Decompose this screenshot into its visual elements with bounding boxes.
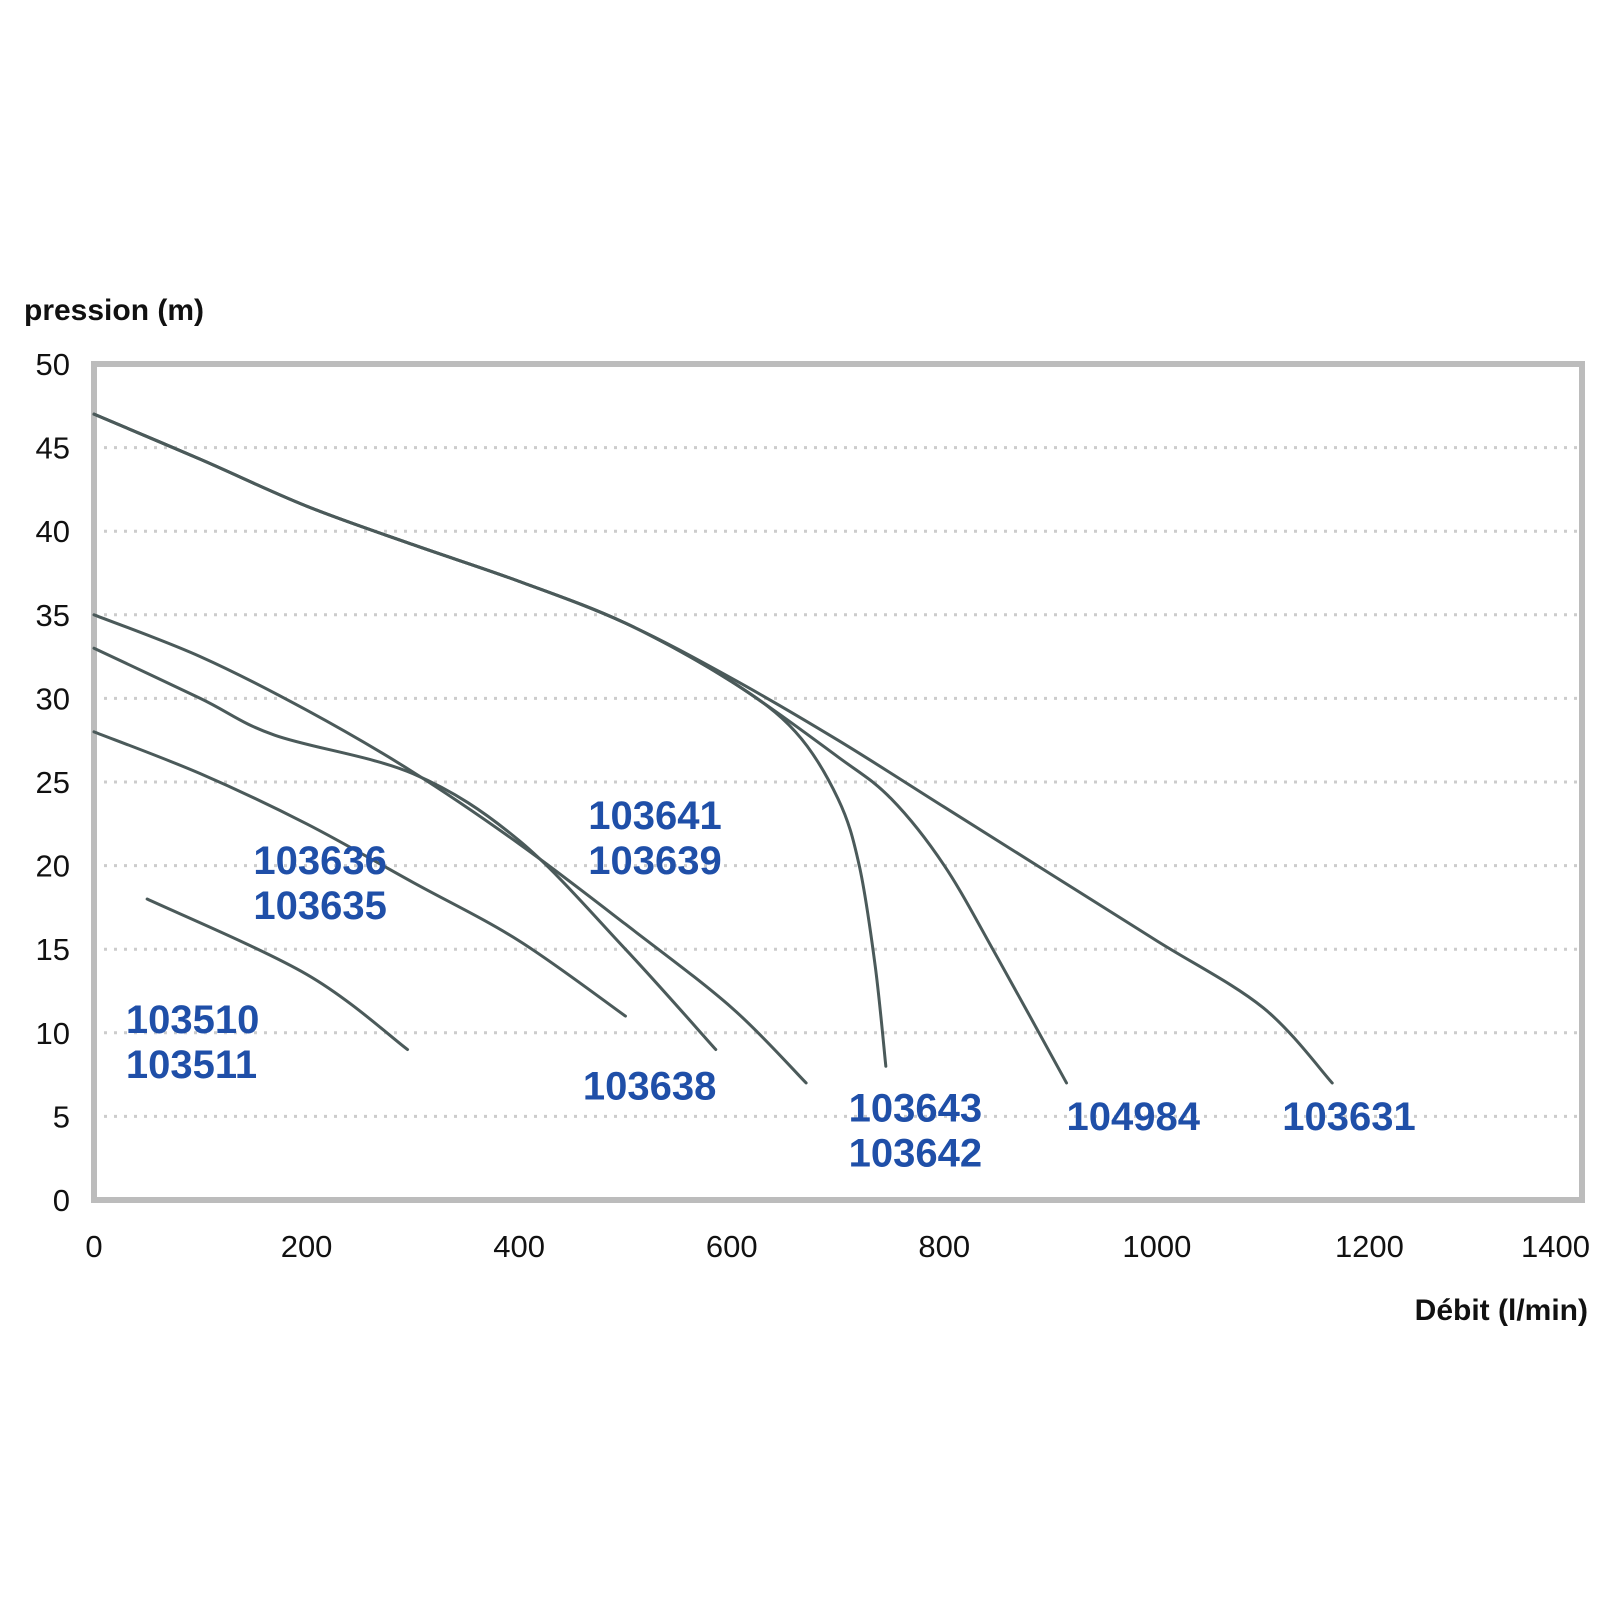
curve-label-103631: 103631 (1282, 1095, 1415, 1139)
y-tick-label-15: 15 (36, 932, 70, 967)
curve-label-103510: 103510 (126, 998, 259, 1042)
series-line-2 (92, 730, 627, 1018)
y-tick-label-5: 5 (53, 1099, 70, 1134)
y-tick-label-0: 0 (53, 1183, 70, 1218)
curve-label-104984: 104984 (1067, 1095, 1201, 1139)
curve-label-103511: 103511 (126, 1043, 257, 1087)
x-tick-label-1400: 1400 (1521, 1229, 1590, 1264)
x-tick-label-800: 800 (918, 1229, 970, 1264)
plot-area-frame (91, 361, 1585, 1203)
axis-tick-labels: 0 5 10 15 20 25 30 35 40 45 50 0 200 400 600 800 1000 120… (36, 347, 1590, 1264)
x-tick-label-1000: 1000 (1122, 1229, 1191, 1264)
x-tick-label-600: 600 (706, 1229, 758, 1264)
curve-label-103643: 103643 (849, 1086, 982, 1130)
series-line-5 (92, 412, 888, 1068)
y-tick-label-10: 10 (36, 1016, 70, 1051)
series-line-7 (92, 412, 1334, 1085)
y-tick-label-45: 45 (36, 431, 70, 466)
curve-label-103641: 103641 (588, 794, 721, 838)
curve-label-103642: 103642 (849, 1131, 982, 1175)
y-tick-label-25: 25 (36, 765, 70, 800)
curve-label-103639: 103639 (588, 839, 721, 883)
y-tick-label-30: 30 (36, 681, 70, 716)
curve-labels: 1035101035111036361036351036381036411036… (126, 794, 1416, 1176)
series-line-4 (92, 613, 808, 1085)
x-tick-label-200: 200 (281, 1229, 333, 1264)
series-lines (92, 412, 1334, 1085)
grid-lines (94, 446, 1582, 1118)
curve-label-103638: 103638 (583, 1065, 716, 1109)
curve-label-103635: 103635 (253, 884, 386, 928)
y-tick-label-35: 35 (36, 598, 70, 633)
x-tick-label-1200: 1200 (1335, 1229, 1404, 1264)
y-tick-label-50: 50 (36, 347, 70, 382)
y-axis-title: pression (m) (24, 294, 204, 327)
x-axis-title: Débit (l/min) (1415, 1294, 1588, 1327)
y-tick-label-20: 20 (36, 849, 70, 884)
curve-label-103636: 103636 (253, 839, 386, 883)
series-line-1 (145, 897, 410, 1052)
x-tick-label-400: 400 (493, 1229, 545, 1264)
y-tick-label-40: 40 (36, 514, 70, 549)
x-tick-label-0: 0 (85, 1229, 102, 1264)
